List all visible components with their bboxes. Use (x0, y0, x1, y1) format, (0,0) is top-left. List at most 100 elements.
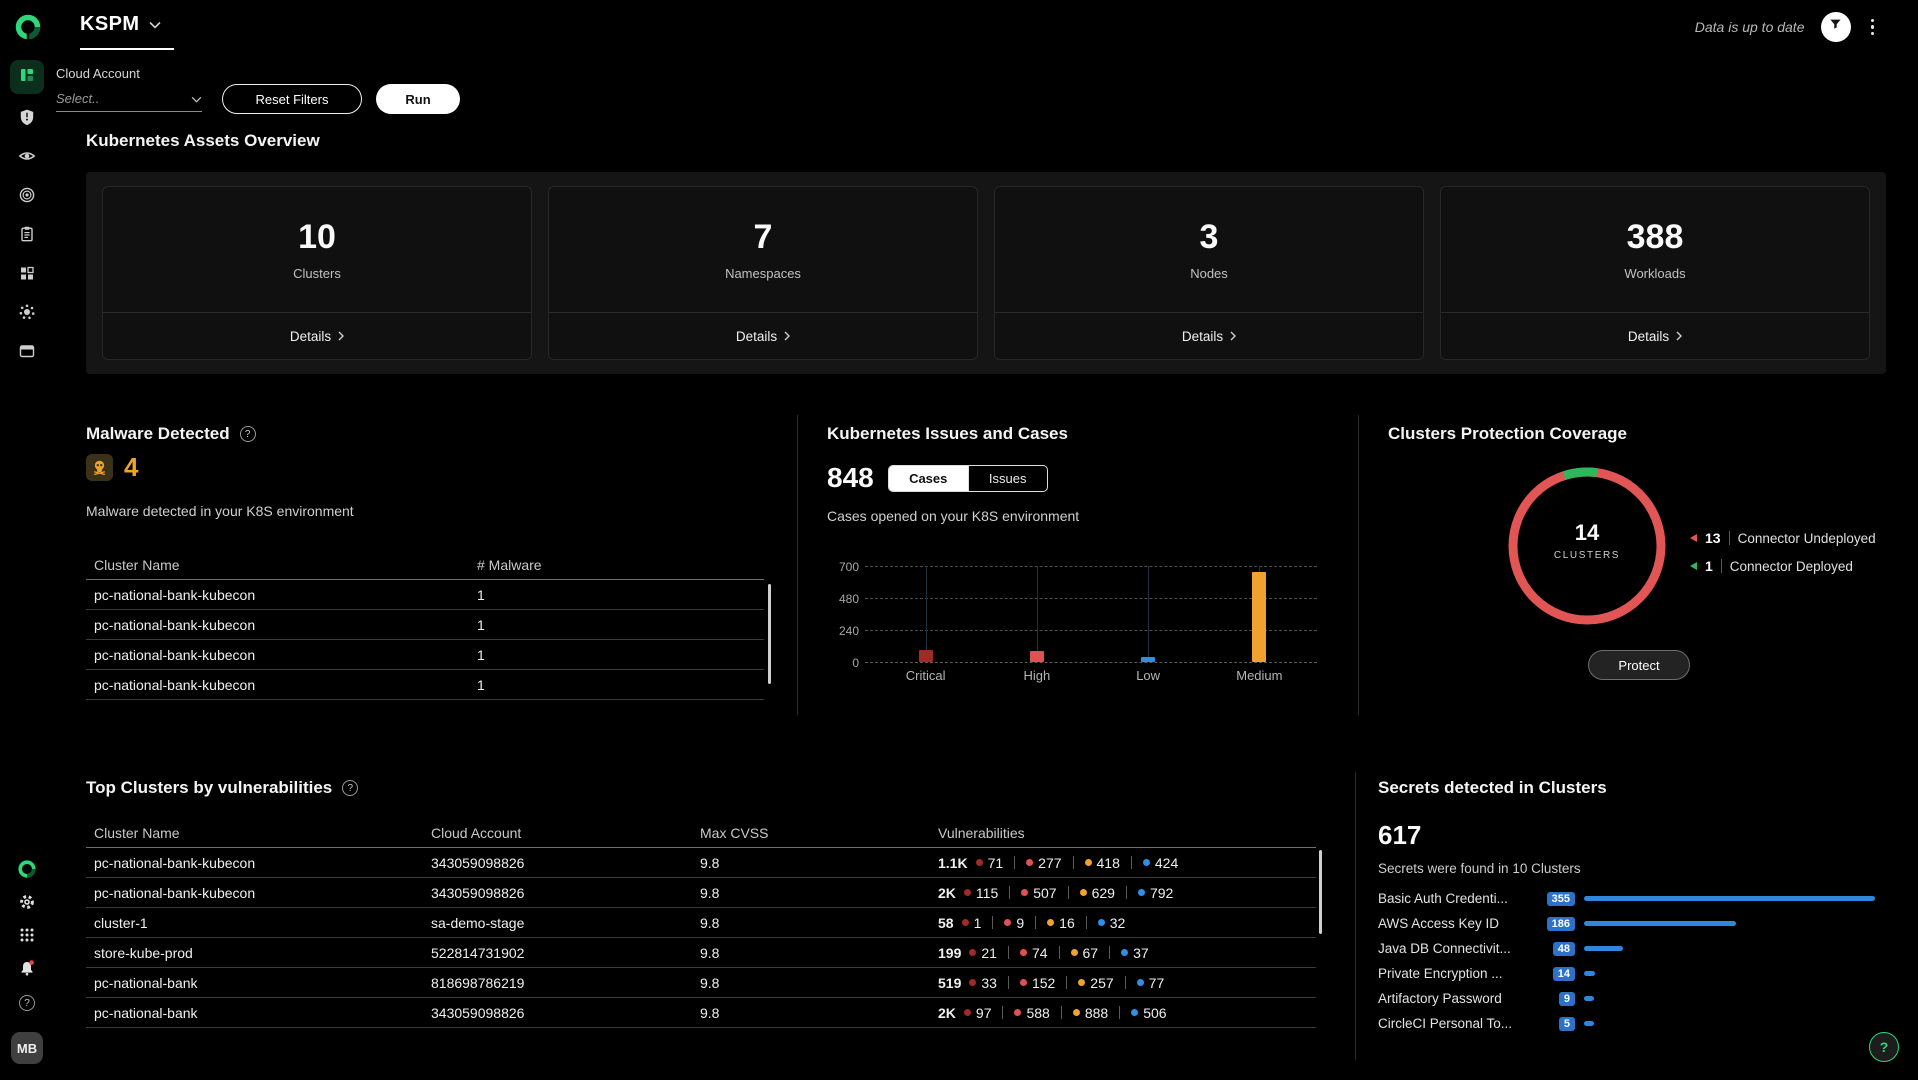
vuln-medium: 418 (1084, 855, 1120, 871)
secret-count-badge: 5 (1558, 1016, 1575, 1031)
help-icon[interactable]: ? (239, 426, 256, 442)
table-row[interactable]: store-kube-prod 522814731902 9.8 199 21 … (86, 938, 1316, 968)
clusters-label: CLUSTERS (1553, 550, 1621, 561)
cluster-name: pc-national-bank (94, 974, 198, 991)
filter-button[interactable] (1820, 12, 1851, 42)
sidebar-item-inventory[interactable] (18, 266, 36, 284)
vuln-high: 9 (1004, 915, 1024, 931)
sidebar-item-compliance[interactable] (18, 226, 36, 245)
bar-critical[interactable] (918, 650, 933, 662)
sidebar-item-malware[interactable] (18, 304, 36, 323)
sidebar-item-notifications[interactable] (17, 959, 37, 980)
help-icon: ? (19, 995, 35, 1011)
help-icon[interactable]: ? (342, 780, 359, 796)
bar-slot-high (981, 556, 1092, 662)
secret-item[interactable]: CircleCI Personal To... 5 (1378, 1011, 1883, 1036)
scrollbar[interactable] (1319, 850, 1322, 934)
table-row[interactable]: pc-national-bank-kubecon 343059098826 9.… (86, 848, 1316, 878)
sidebar-item-help[interactable]: ? (17, 993, 37, 1013)
critical-dot-icon (963, 1009, 971, 1016)
column-header[interactable]: Vulnerabilities (938, 824, 1025, 841)
sidebar-item-dashboard[interactable] (10, 60, 44, 94)
asset-card-workloads: 388 Workloads Details (1440, 186, 1870, 360)
table-row[interactable]: pc-national-bank 818698786219 9.8 519 33… (86, 968, 1316, 998)
divider (1072, 856, 1074, 869)
scrollbar[interactable] (768, 584, 771, 684)
table-row[interactable]: pc-national-bank-kubecon 1 (86, 580, 764, 610)
sidebar-item-brand[interactable] (17, 859, 37, 881)
user-avatar[interactable]: MB (11, 1032, 43, 1064)
sidebar-item-visibility[interactable] (18, 149, 36, 167)
vuln-total: 2K (938, 884, 956, 901)
details-link[interactable]: Details (549, 313, 977, 359)
app-switcher-dropdown[interactable]: KSPM (80, 13, 161, 36)
column-header[interactable]: # Malware (477, 556, 542, 573)
malware-number: 1 (477, 586, 485, 603)
cases-issues-toggle: Cases Issues (887, 464, 1048, 492)
vuln-total: 58 (938, 914, 954, 931)
cloud-account: 522814731902 (431, 944, 525, 961)
brand-logo-icon[interactable] (14, 13, 42, 41)
sidebar-item-risks[interactable] (18, 109, 36, 128)
details-link[interactable]: Details (995, 313, 1423, 359)
divider (1355, 772, 1356, 1060)
sidebar-bottom: ? MB (11, 859, 43, 1080)
reset-filters-button[interactable]: Reset Filters (222, 84, 362, 114)
secret-item[interactable]: Private Encryption ... 14 (1378, 961, 1883, 986)
table-row[interactable]: pc-national-bank-kubecon 1 (86, 640, 764, 670)
critical-dot-icon (969, 979, 977, 986)
secret-item[interactable]: Basic Auth Credenti... 355 (1378, 886, 1883, 911)
legend-marker (1690, 562, 1697, 570)
details-link[interactable]: Details (1441, 313, 1869, 359)
high-dot-icon (1014, 1009, 1022, 1016)
legend-item-deployed[interactable]: 1 Connector Deployed (1690, 555, 1876, 577)
table-row[interactable]: pc-national-bank 343059098826 9.8 2K 97 … (86, 998, 1316, 1028)
cloud-account-select[interactable]: Select.. (56, 86, 202, 112)
bar-low[interactable] (1141, 657, 1156, 662)
bar-high[interactable] (1029, 651, 1044, 662)
bar-medium[interactable] (1252, 571, 1267, 662)
coverage-legend: 13 Connector Undeployed 1 Connector Depl… (1690, 527, 1876, 577)
active-app-indicator (80, 48, 174, 50)
coverage-title: Clusters Protection Coverage (1388, 424, 1628, 443)
secret-item[interactable]: AWS Access Key ID 186 (1378, 911, 1883, 936)
legend-value: 13 (1705, 530, 1721, 546)
tab-issues[interactable]: Issues (967, 465, 1047, 491)
divider (1066, 976, 1068, 989)
coverage-donut-chart: 14 CLUSTERS (1503, 462, 1671, 630)
asset-value: 7 (753, 218, 773, 256)
table-row[interactable]: cluster-1 sa-demo-stage 9.8 58 1 9 16 32 (86, 908, 1316, 938)
secret-item[interactable]: Artifactory Password 9 (1378, 986, 1883, 1011)
run-button[interactable]: Run (376, 84, 460, 114)
protect-button[interactable]: Protect (1588, 650, 1690, 680)
column-header[interactable]: Cloud Account (431, 824, 522, 841)
table-row[interactable]: pc-national-bank-kubecon 1 (86, 670, 764, 700)
table-row[interactable]: pc-national-bank-kubecon 343059098826 9.… (86, 878, 1316, 908)
sidebar-item-attack-paths[interactable] (18, 187, 36, 206)
details-link[interactable]: Details (103, 313, 531, 359)
floating-help-button[interactable]: ? (1869, 1032, 1899, 1062)
column-header[interactable]: Cluster Name (94, 556, 180, 573)
plot-area (870, 556, 1315, 662)
secret-item[interactable]: Java DB Connectivit... 48 (1378, 936, 1883, 961)
assets-overview-title: Kubernetes Assets Overview (86, 131, 320, 150)
secret-label: Java DB Connectivit... (1378, 941, 1511, 956)
malware-table: Cluster Name # Malware pc-national-bank-… (86, 550, 764, 700)
overflow-menu-button[interactable] (1867, 15, 1879, 40)
secret-count-badge: 14 (1552, 966, 1575, 981)
sidebar-item-workloads[interactable] (18, 344, 36, 362)
sidebar-item-apps[interactable] (17, 927, 37, 947)
divider (1002, 1006, 1004, 1019)
vuln-low: 32 (1097, 915, 1125, 931)
critical-dot-icon (961, 919, 969, 926)
sidebar-item-settings[interactable] (17, 894, 37, 914)
medium-dot-icon (1078, 979, 1086, 986)
chevron-right-icon (338, 331, 345, 341)
table-row[interactable]: pc-national-bank-kubecon 1 (86, 610, 764, 640)
column-header[interactable]: Cluster Name (94, 824, 180, 841)
vuln-total: 199 (938, 944, 962, 961)
tab-cases[interactable]: Cases (888, 465, 968, 491)
legend-item-undeployed[interactable]: 13 Connector Undeployed (1690, 527, 1876, 549)
column-header[interactable]: Max CVSS (700, 824, 769, 841)
vuln-medium: 888 (1072, 1005, 1108, 1021)
